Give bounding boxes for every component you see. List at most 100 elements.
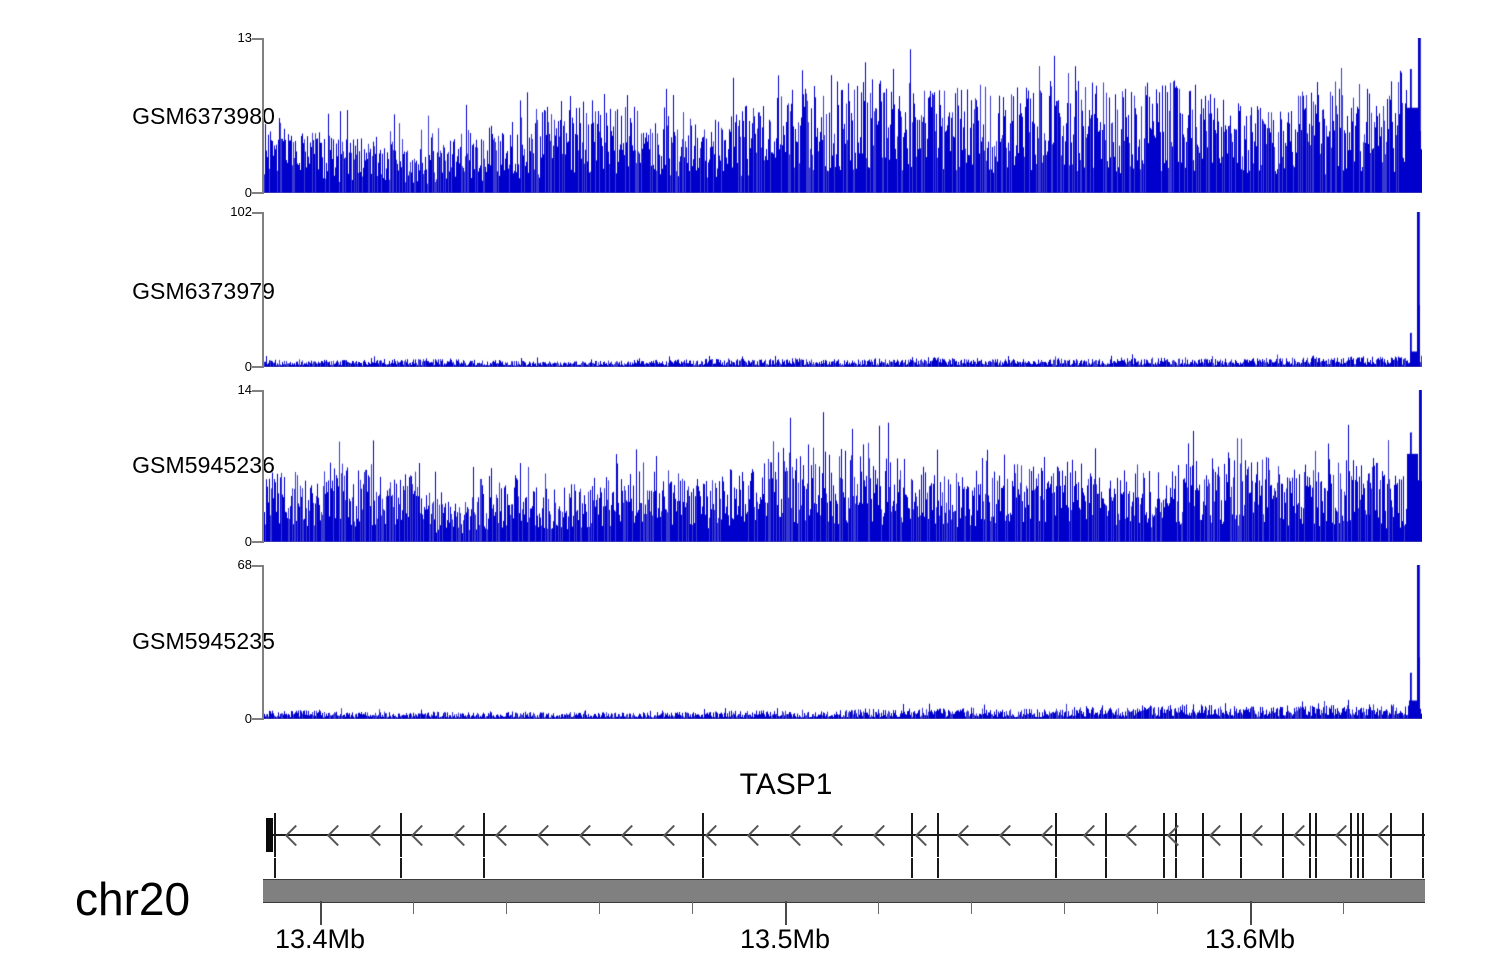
strand-arrow-left-icon [578, 824, 601, 847]
coverage-plot[interactable] [264, 565, 1422, 719]
exon-tick[interactable] [1315, 813, 1317, 857]
ruler-tick-major [320, 901, 322, 925]
ruler-tick-top [1202, 858, 1204, 878]
axis-min-label: 0 [244, 185, 252, 200]
ruler-tick-minor [1157, 901, 1158, 914]
ruler-tick-top [1240, 858, 1242, 878]
ruler-tick-minor [971, 901, 972, 914]
strand-arrow-left-icon [872, 824, 895, 847]
exon-tick[interactable] [1175, 813, 1177, 857]
ruler-tick-major [1250, 901, 1252, 925]
ruler-tick-minor [1343, 901, 1344, 914]
chromosome-bar[interactable] [263, 879, 1425, 903]
plot-baseline [264, 366, 1422, 367]
coverage-track[interactable]: GSM5945235 68 0 [0, 527, 1500, 727]
ruler-tick-top [937, 858, 939, 878]
strand-arrow-left-icon [1040, 824, 1063, 847]
ruler-tick-top [1055, 858, 1057, 878]
strand-arrow-left-icon [1376, 824, 1399, 847]
exon-tick[interactable] [274, 813, 276, 857]
axis-min-label: 0 [244, 711, 252, 726]
exon-tick[interactable] [1362, 813, 1364, 857]
ruler-label: 13.4Mb [274, 924, 366, 954]
ruler-tick-minor [413, 901, 414, 914]
strand-arrow-left-icon [536, 824, 559, 847]
axis-max-label: 14 [237, 382, 252, 397]
gene-model-track[interactable]: TASP1 [0, 755, 1500, 865]
coverage-plot[interactable] [264, 390, 1422, 542]
coverage-track[interactable]: GSM6373979 102 0 [0, 174, 1500, 374]
exon-tick[interactable] [911, 813, 913, 857]
strand-arrow-left-icon [326, 824, 349, 847]
exon-tick[interactable] [1357, 813, 1359, 857]
axis-tick-top [252, 38, 263, 40]
ruler-tick-top [483, 858, 485, 878]
exon-tick[interactable] [1422, 813, 1424, 857]
strand-arrow-left-icon [1250, 824, 1273, 847]
ruler-tick-top [1422, 858, 1424, 878]
strand-arrow-left-icon [662, 824, 685, 847]
ruler-tick-top [702, 858, 704, 878]
exon-tick[interactable] [400, 813, 402, 857]
axis-max-label: 13 [237, 30, 252, 45]
exon-tick[interactable] [1055, 813, 1057, 857]
exon-tick[interactable] [1390, 813, 1392, 857]
ruler-tick-top [1105, 858, 1107, 878]
ruler-tick-top [274, 858, 276, 878]
ruler-label: 13.6Mb [1204, 924, 1296, 954]
exon-tick[interactable] [937, 813, 939, 857]
strand-arrow-left-icon [452, 824, 475, 847]
strand-arrow-left-icon [1082, 824, 1105, 847]
exon-tick[interactable] [1240, 813, 1242, 857]
strand-arrow-left-icon [914, 824, 937, 847]
chromosome-label: chr20 [75, 873, 191, 925]
axis-tick-top [252, 565, 263, 567]
coverage-track[interactable]: GSM6373980 13 0 [0, 0, 1500, 200]
strand-arrow-left-icon [1208, 824, 1231, 847]
axis-spine [262, 38, 264, 194]
axis-tick-top [252, 212, 263, 214]
exon-tick[interactable] [483, 813, 485, 857]
ruler-tick-top [1362, 858, 1364, 878]
exon-tick[interactable] [1105, 813, 1107, 857]
gene-name-label: TASP1 [739, 768, 833, 801]
coverage-plot[interactable] [264, 38, 1422, 193]
track-label: GSM5945235 [132, 628, 275, 654]
strand-arrow-left-icon [704, 824, 727, 847]
strand-arrow-left-icon [788, 824, 811, 847]
exon-block[interactable] [266, 818, 273, 852]
coverage-track[interactable]: GSM5945236 14 0 [0, 352, 1500, 550]
axis-tick-bottom [252, 541, 263, 543]
exon-tick[interactable] [1350, 813, 1352, 857]
axis-min-label: 0 [244, 534, 252, 549]
ruler-tick-minor [506, 901, 507, 914]
ruler-tick-minor [878, 901, 879, 914]
ruler-tick-top [1163, 858, 1165, 878]
ruler-tick-top [1350, 858, 1352, 878]
strand-arrow-left-icon [830, 824, 853, 847]
exon-tick[interactable] [1163, 813, 1165, 857]
ruler-tick-minor [692, 901, 693, 914]
ruler-tick-top [1390, 858, 1392, 878]
strand-arrow-left-icon [1124, 824, 1147, 847]
strand-arrow-left-icon [494, 824, 517, 847]
chromosome-ruler[interactable]: chr20 13.4Mb 13.5Mb 13.6Mb [0, 858, 1500, 980]
exon-tick[interactable] [1282, 813, 1284, 857]
strand-arrow-left-icon [1334, 824, 1357, 847]
ruler-tick-top [911, 858, 913, 878]
ruler-label: 13.5Mb [739, 924, 831, 954]
axis-tick-bottom [252, 366, 263, 368]
ruler-tick-major [785, 901, 787, 925]
exon-tick[interactable] [1202, 813, 1204, 857]
track-label: GSM6373980 [132, 103, 275, 129]
plot-baseline [264, 541, 1422, 542]
coverage-plot[interactable] [264, 212, 1422, 367]
axis-tick-bottom [252, 718, 263, 720]
exon-tick[interactable] [702, 813, 704, 857]
ruler-tick-top [1357, 858, 1359, 878]
strand-arrow-left-icon [368, 824, 391, 847]
track-label: GSM6373979 [132, 278, 275, 304]
track-label: GSM5945236 [132, 452, 275, 478]
exon-tick[interactable] [1309, 813, 1311, 857]
